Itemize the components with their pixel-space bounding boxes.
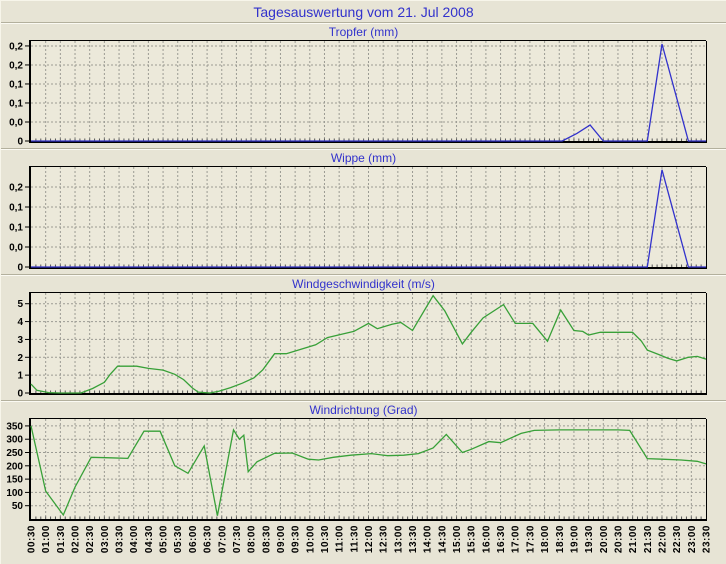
y-axis-label: 0,1	[9, 203, 23, 214]
section-divider	[1, 274, 726, 276]
x-axis-label: 19:30	[584, 525, 595, 553]
y-axis-label: 0,1	[9, 223, 23, 234]
x-axis-label: 14:30	[437, 525, 448, 553]
x-axis-label: 21:00	[628, 525, 639, 553]
title-divider	[1, 22, 726, 24]
chart-section-3: Windrichtung (Grad) 350 300 250 200 150 100 50	[1, 403, 726, 522]
x-axis-label: 15:00	[452, 525, 463, 553]
x-axis-label: 03:00	[100, 525, 111, 553]
y-axis-label: 350	[6, 421, 23, 432]
x-axis-label: 16:30	[496, 525, 507, 553]
y-axis-label: 0,2	[9, 183, 23, 194]
x-axis-label: 17:30	[525, 525, 536, 553]
x-axis-label: 08:30	[261, 525, 272, 553]
y-axis-label: 100	[6, 488, 23, 499]
y-axis-label: 0	[17, 389, 23, 400]
x-axis-label: 03:30	[115, 525, 126, 553]
y-axis-label: 150	[6, 475, 23, 486]
x-axis-label: 06:30	[203, 525, 214, 553]
x-axis-label: 08:00	[247, 525, 258, 553]
y-axis-label: 2	[17, 353, 23, 364]
x-axis-label: 07:30	[232, 525, 243, 553]
charts-container: Tropfer (mm) 0,2 0,2 0,1 0,1 0,0 0 Wippe (mm) 0,…	[1, 25, 726, 564]
x-axis-label: 01:30	[56, 525, 67, 553]
data-line	[30, 294, 707, 394]
x-axis-label: 06:00	[188, 525, 199, 553]
x-axis-label: 09:30	[291, 525, 302, 553]
x-axis-label: 19:00	[569, 525, 580, 553]
y-axis-label: 4	[17, 317, 23, 328]
x-axis-label: 13:30	[408, 525, 419, 553]
x-axis-label: 11:30	[349, 525, 360, 553]
x-axis-label: 07:00	[217, 525, 228, 553]
chart-section-2: Windgeschwindigkeit (m/s) 5 4 3 2 1 0	[1, 277, 726, 400]
chart-section-1: Wippe (mm) 0,2 0,1 0,1 0,0 0	[1, 151, 726, 274]
section-divider	[1, 400, 726, 402]
page-title: Tagesauswertung vom 21. Jul 2008	[253, 4, 474, 20]
x-axis-label: 18:30	[555, 525, 566, 553]
x-axis-label: 23:00	[687, 525, 698, 553]
x-axis-labels: 00:30 01:00 01:30 02:00 02:30 03:00 03:30 04:00…	[27, 525, 713, 553]
y-axis-label: 0,0	[9, 243, 23, 254]
chart-title: Wippe (mm)	[330, 151, 397, 165]
x-axis-label: 10:30	[320, 525, 331, 553]
x-axis-label: 10:00	[305, 525, 316, 553]
y-axis-label: 200	[6, 461, 23, 472]
y-axis-label: 0	[17, 263, 23, 274]
x-axis-label: 04:00	[129, 525, 140, 553]
data-line	[31, 43, 706, 142]
x-axis-label: 22:30	[672, 525, 683, 553]
x-axis-label: 21:30	[643, 525, 654, 553]
x-axis-label: 18:00	[540, 525, 551, 553]
y-axis-label: 50	[12, 501, 24, 512]
x-axis-label: 16:00	[481, 525, 492, 553]
chart-plot-2: 5 4 3 2 1 0	[17, 292, 707, 400]
x-axis-label: 22:00	[657, 525, 668, 553]
y-axis-label: 0,1	[9, 79, 23, 90]
x-axis-label: 01:00	[41, 525, 52, 553]
x-axis-label: 20:30	[613, 525, 624, 553]
y-axis-label: 5	[17, 299, 23, 310]
chart-section-0: Tropfer (mm) 0,2 0,2 0,1 0,1 0,0 0	[1, 25, 726, 148]
x-axis-label: 05:30	[173, 525, 184, 553]
section-divider	[1, 148, 726, 150]
chart-title: Windrichtung (Grad)	[309, 403, 418, 417]
x-axis-label: 02:30	[85, 525, 96, 553]
y-axis-label: 0	[17, 137, 23, 148]
y-axis-label: 3	[17, 335, 23, 346]
x-axis-label: 09:00	[276, 525, 287, 553]
y-axis-label: 0,0	[9, 117, 23, 128]
x-axis-label: 17:00	[511, 525, 522, 553]
x-axis-label: 15:30	[467, 525, 478, 553]
x-axis-label: 02:00	[71, 525, 82, 553]
chart-plot-3: 350 300 250 200 150 100 50	[6, 418, 707, 521]
x-axis-label: 14:00	[423, 525, 434, 553]
y-axis-label: 300	[6, 435, 23, 446]
y-axis-label: 0,1	[9, 98, 23, 109]
y-axis-label: 250	[6, 448, 23, 459]
x-axis-label: 05:00	[159, 525, 170, 553]
data-line	[30, 425, 707, 517]
y-axis-label: 0,2	[9, 41, 23, 52]
x-axis-label: 04:30	[144, 525, 155, 553]
data-line	[31, 169, 706, 268]
x-axis-label: 11:00	[335, 525, 346, 553]
chart-plot-1: 0,2 0,1 0,1 0,0 0	[9, 166, 707, 274]
x-axis-label: 12:00	[364, 525, 375, 553]
x-axis-label: 12:30	[379, 525, 390, 553]
x-axis-label: 20:00	[599, 525, 610, 553]
chart-plot-0: 0,2 0,2 0,1 0,1 0,0 0	[9, 40, 707, 148]
x-axis-label: 13:00	[393, 525, 404, 553]
chart-title: Tropfer (mm)	[328, 25, 399, 39]
y-axis-label: 1	[17, 371, 23, 382]
x-axis-label: 23:30	[702, 525, 713, 553]
x-axis-label: 00:30	[27, 525, 38, 553]
chart-title: Windgeschwindigkeit (m/s)	[292, 277, 435, 291]
y-axis-label: 0,2	[9, 60, 23, 71]
